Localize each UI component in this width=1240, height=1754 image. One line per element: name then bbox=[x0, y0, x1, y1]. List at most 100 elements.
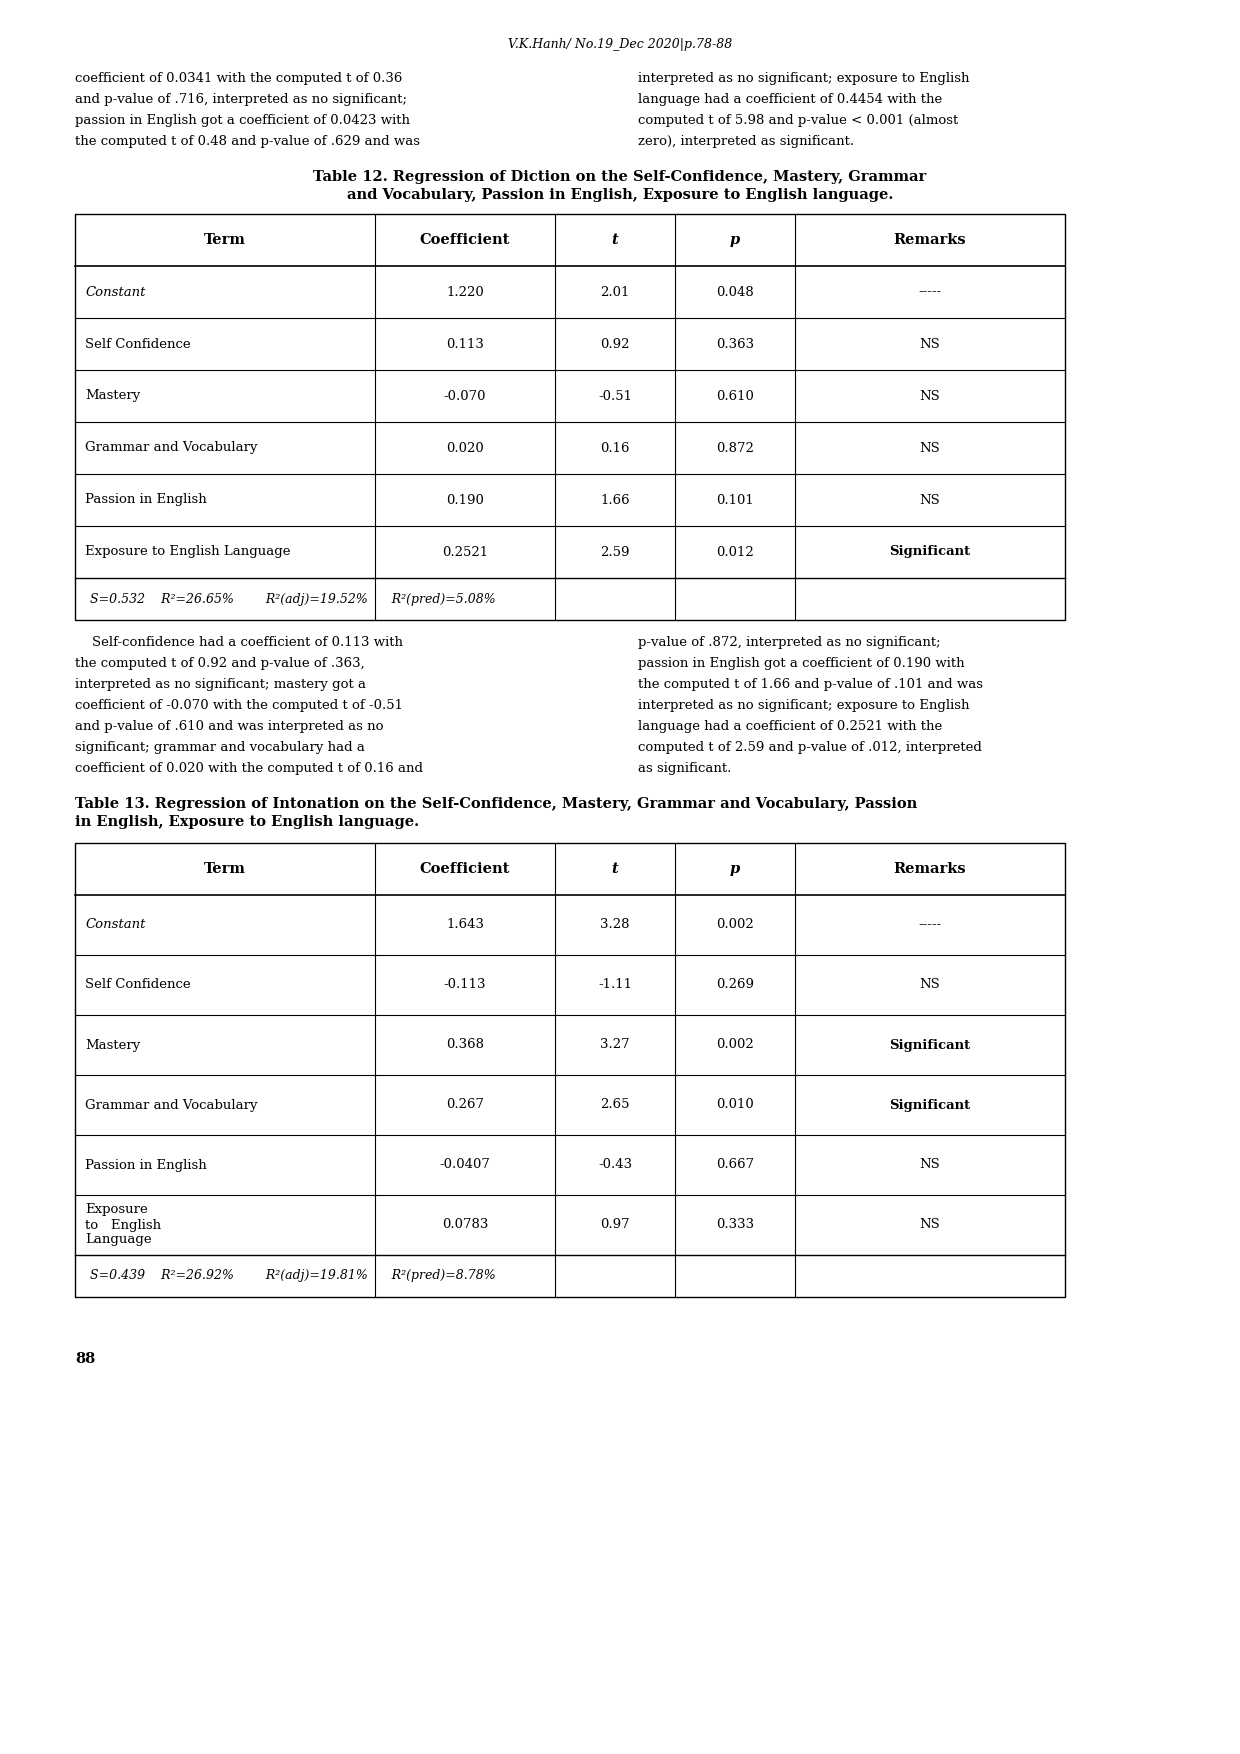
Text: Significant: Significant bbox=[889, 1038, 971, 1051]
Text: NS: NS bbox=[920, 979, 940, 991]
Text: Term: Term bbox=[205, 233, 246, 247]
Text: 0.190: 0.190 bbox=[446, 493, 484, 507]
Text: 0.002: 0.002 bbox=[717, 1038, 754, 1051]
Text: Remarks: Remarks bbox=[894, 233, 966, 247]
Text: -0.51: -0.51 bbox=[598, 389, 632, 402]
Text: ⁠p⁠-value of .872, interpreted as ⁠no significant⁠;: ⁠p⁠-value of .872, interpreted as ⁠no si… bbox=[639, 637, 941, 649]
Text: Self Confidence: Self Confidence bbox=[86, 337, 191, 351]
Text: -----: ----- bbox=[919, 286, 941, 298]
Text: 1.220: 1.220 bbox=[446, 286, 484, 298]
Text: Passion in English: Passion in English bbox=[86, 493, 207, 507]
Text: Term: Term bbox=[205, 861, 246, 875]
Text: NS: NS bbox=[920, 1219, 940, 1231]
Text: ⁠significant⁠; grammar and vocabulary had a: ⁠significant⁠; grammar and vocabulary ha… bbox=[74, 740, 365, 754]
Text: 2.65: 2.65 bbox=[600, 1098, 630, 1112]
Text: 0.97: 0.97 bbox=[600, 1219, 630, 1231]
Text: 3.27: 3.27 bbox=[600, 1038, 630, 1051]
Text: 1.66: 1.66 bbox=[600, 493, 630, 507]
Text: computed ⁠t⁠ of 2.59 and ⁠p⁠-value of .012, interpreted: computed ⁠t⁠ of 2.59 and ⁠p⁠-value of .0… bbox=[639, 740, 982, 754]
Text: and ⁠p⁠-value of .716, interpreted as ⁠no significant⁠;: and ⁠p⁠-value of .716, interpreted as ⁠n… bbox=[74, 93, 407, 105]
Text: -0.43: -0.43 bbox=[598, 1158, 632, 1172]
Text: interpreted as ⁠no significant⁠; exposure to English: interpreted as ⁠no significant⁠; exposur… bbox=[639, 72, 970, 84]
Text: 0.368: 0.368 bbox=[446, 1038, 484, 1051]
Text: -----: ----- bbox=[919, 919, 941, 931]
Text: 0.113: 0.113 bbox=[446, 337, 484, 351]
Text: passion in English got a coefficient of 0.0423 with: passion in English got a coefficient of … bbox=[74, 114, 410, 126]
Text: Exposure: Exposure bbox=[86, 1203, 148, 1217]
Text: t: t bbox=[611, 861, 619, 875]
Text: Self-confidence had a coefficient of 0.113 with: Self-confidence had a coefficient of 0.1… bbox=[74, 637, 403, 649]
Text: Mastery: Mastery bbox=[86, 1038, 140, 1051]
Text: 1.643: 1.643 bbox=[446, 919, 484, 931]
Text: S=0.439    R²=26.92%        R²(adj)=19.81%      R²(pred)=8.78%: S=0.439 R²=26.92% R²(adj)=19.81% R²(pred… bbox=[91, 1270, 496, 1282]
Text: Language: Language bbox=[86, 1233, 151, 1247]
Text: computed ⁠t⁠ of 5.98 and ⁠p⁠-value < 0.001 (almost: computed ⁠t⁠ of 5.98 and ⁠p⁠-value < 0.0… bbox=[639, 114, 959, 126]
Text: Constant: Constant bbox=[86, 286, 145, 298]
Text: interpreted as ⁠no significant⁠; mastery got a: interpreted as ⁠no significant⁠; mastery… bbox=[74, 679, 366, 691]
Text: Passion in English: Passion in English bbox=[86, 1158, 207, 1172]
Text: -0.0407: -0.0407 bbox=[439, 1158, 491, 1172]
Text: coefficient of 0.0341 with the computed ⁠t⁠ of 0.36: coefficient of 0.0341 with the computed … bbox=[74, 72, 402, 84]
Text: 0.002: 0.002 bbox=[717, 919, 754, 931]
Text: language had a coefficient of 0.4454 with the: language had a coefficient of 0.4454 wit… bbox=[639, 93, 942, 105]
Text: NS: NS bbox=[920, 493, 940, 507]
Text: NS: NS bbox=[920, 442, 940, 454]
Text: -0.070: -0.070 bbox=[444, 389, 486, 402]
Text: zero), interpreted as ⁠significant⁠.: zero), interpreted as ⁠significant⁠. bbox=[639, 135, 854, 147]
Text: S=0.532    R²=26.65%        R²(adj)=19.52%      R²(pred)=5.08%: S=0.532 R²=26.65% R²(adj)=19.52% R²(pred… bbox=[91, 593, 496, 605]
Text: 0.363: 0.363 bbox=[715, 337, 754, 351]
Text: 0.269: 0.269 bbox=[715, 979, 754, 991]
Text: 0.267: 0.267 bbox=[446, 1098, 484, 1112]
Text: coefficient of -0.070 with the computed ⁠t⁠ of -0.51: coefficient of -0.070 with the computed … bbox=[74, 700, 403, 712]
Text: NS: NS bbox=[920, 337, 940, 351]
Text: -0.113: -0.113 bbox=[444, 979, 486, 991]
Text: p: p bbox=[730, 233, 740, 247]
Text: as ⁠significant⁠.: as ⁠significant⁠. bbox=[639, 761, 732, 775]
Text: NS: NS bbox=[920, 1158, 940, 1172]
Text: and ⁠p⁠-value of .610 and was interpreted as ⁠no: and ⁠p⁠-value of .610 and was interprete… bbox=[74, 719, 383, 733]
Text: 3.28: 3.28 bbox=[600, 919, 630, 931]
Text: passion in English got a coefficient of 0.190 with: passion in English got a coefficient of … bbox=[639, 658, 965, 670]
Text: 0.010: 0.010 bbox=[717, 1098, 754, 1112]
Text: coefficient of 0.020 with the computed ⁠t⁠ of 0.16 and: coefficient of 0.020 with the computed ⁠… bbox=[74, 761, 423, 775]
Text: in English, Exposure to English language.: in English, Exposure to English language… bbox=[74, 816, 419, 830]
Text: 0.92: 0.92 bbox=[600, 337, 630, 351]
Text: 0.333: 0.333 bbox=[715, 1219, 754, 1231]
Text: t: t bbox=[611, 233, 619, 247]
Text: NS: NS bbox=[920, 389, 940, 402]
Text: the computed ⁠t⁠ of 0.92 and ⁠p⁠-value of .363,: the computed ⁠t⁠ of 0.92 and ⁠p⁠-value o… bbox=[74, 658, 365, 670]
Text: Self Confidence: Self Confidence bbox=[86, 979, 191, 991]
Text: 0.048: 0.048 bbox=[717, 286, 754, 298]
Text: 0.101: 0.101 bbox=[717, 493, 754, 507]
Text: Grammar and Vocabulary: Grammar and Vocabulary bbox=[86, 442, 258, 454]
Text: 0.667: 0.667 bbox=[715, 1158, 754, 1172]
Text: 0.2521: 0.2521 bbox=[441, 545, 489, 558]
Text: 2.59: 2.59 bbox=[600, 545, 630, 558]
Text: 88: 88 bbox=[74, 1352, 95, 1366]
Text: 0.610: 0.610 bbox=[715, 389, 754, 402]
Text: Significant: Significant bbox=[889, 545, 971, 558]
Text: Coefficient: Coefficient bbox=[420, 861, 510, 875]
Text: Exposure to English Language: Exposure to English Language bbox=[86, 545, 290, 558]
Text: 0.012: 0.012 bbox=[717, 545, 754, 558]
Bar bbox=[74, 214, 1065, 619]
Text: the computed ⁠t⁠ of 0.48 and ⁠p⁠-value of .629 and was: the computed ⁠t⁠ of 0.48 and ⁠p⁠-value o… bbox=[74, 135, 420, 147]
Text: Mastery: Mastery bbox=[86, 389, 140, 402]
Text: 0.0783: 0.0783 bbox=[441, 1219, 489, 1231]
Text: and Vocabulary, Passion in English, Exposure to English language.: and Vocabulary, Passion in English, Expo… bbox=[347, 188, 893, 202]
Text: Remarks: Remarks bbox=[894, 861, 966, 875]
Bar bbox=[74, 844, 1065, 1296]
Text: Table 13. Regression of Intonation on the Self-Confidence, Mastery, Grammar and : Table 13. Regression of Intonation on th… bbox=[74, 796, 918, 810]
Text: -1.11: -1.11 bbox=[598, 979, 632, 991]
Text: Coefficient: Coefficient bbox=[420, 233, 510, 247]
Text: 0.020: 0.020 bbox=[446, 442, 484, 454]
Text: Grammar and Vocabulary: Grammar and Vocabulary bbox=[86, 1098, 258, 1112]
Text: V.K.Hanh/ No.19_Dec 2020|p.78-88: V.K.Hanh/ No.19_Dec 2020|p.78-88 bbox=[508, 39, 732, 51]
Text: Table 12. Regression of Diction on the Self-Confidence, Mastery, Grammar: Table 12. Regression of Diction on the S… bbox=[314, 170, 926, 184]
Text: 0.16: 0.16 bbox=[600, 442, 630, 454]
Text: interpreted as ⁠no significant⁠; exposure to English: interpreted as ⁠no significant⁠; exposur… bbox=[639, 700, 970, 712]
Text: p: p bbox=[730, 861, 740, 875]
Text: Significant: Significant bbox=[889, 1098, 971, 1112]
Text: 2.01: 2.01 bbox=[600, 286, 630, 298]
Text: Constant: Constant bbox=[86, 919, 145, 931]
